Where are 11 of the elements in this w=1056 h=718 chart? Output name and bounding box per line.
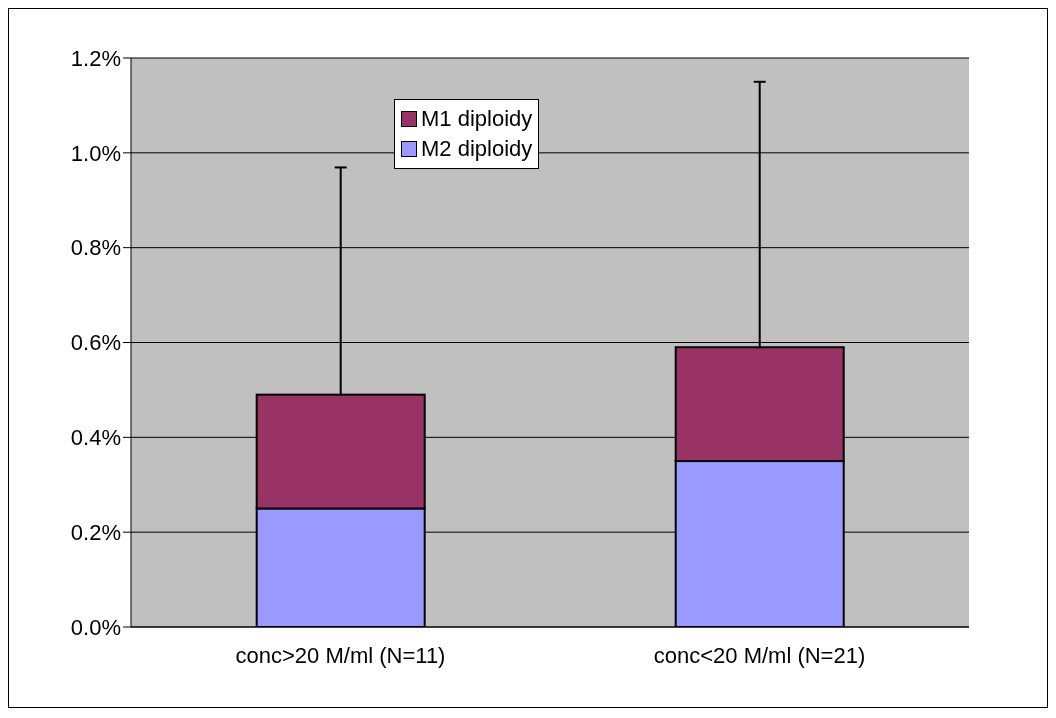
y-tick-label: 0.4%	[70, 425, 121, 451]
y-tick-label: 1.2%	[70, 45, 121, 71]
y-tick-label: 0.0%	[70, 614, 121, 640]
x-tick-label: conc<20 M/ml (N=21)	[653, 642, 866, 668]
x-tick-label: conc>20 M/ml (N=11)	[235, 642, 446, 668]
y-tick-label: 0.8%	[70, 235, 121, 261]
legend-label: M2 diploidy	[421, 135, 533, 163]
y-tick-label: 0.2%	[70, 519, 121, 545]
y-tick-label: 0.6%	[70, 330, 121, 356]
y-tick-label: 1.0%	[70, 140, 121, 166]
legend-label: M1 diploidy	[421, 105, 533, 133]
